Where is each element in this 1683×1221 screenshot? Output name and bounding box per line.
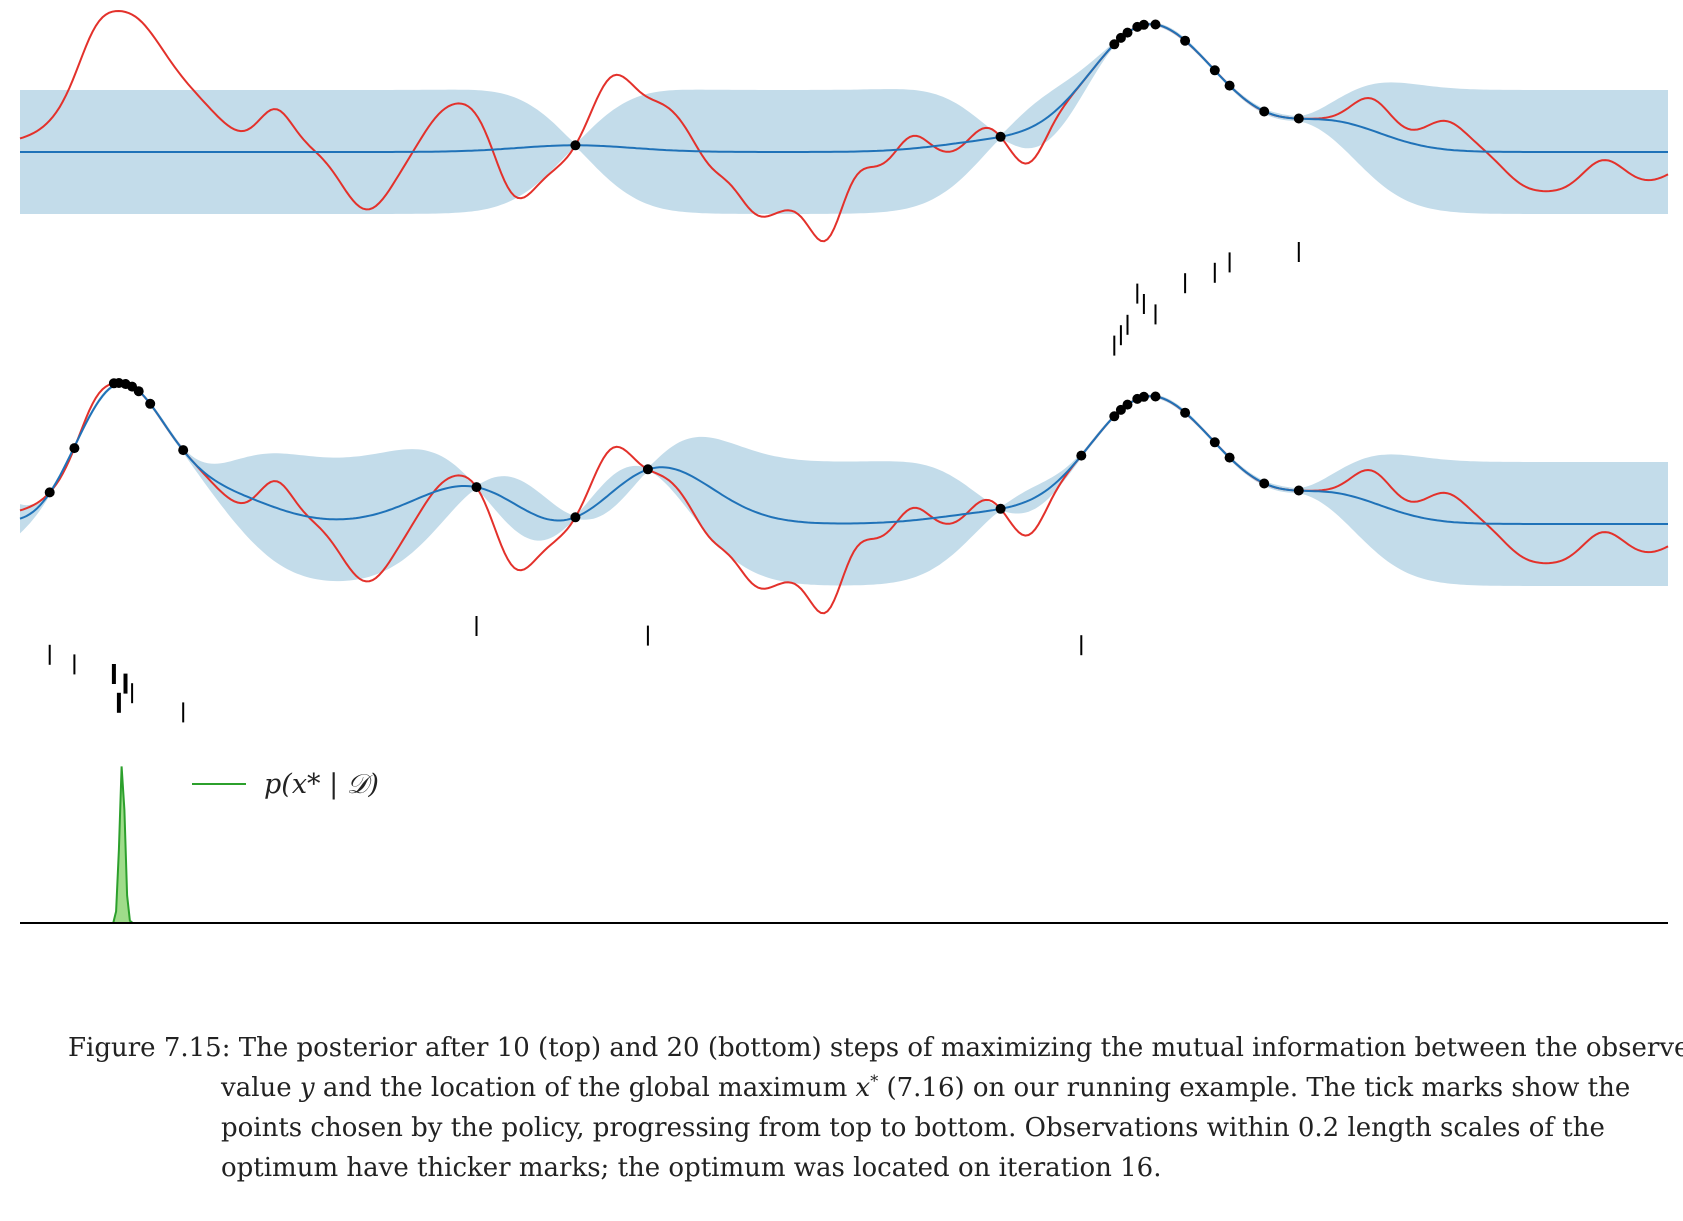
observation-point: [1259, 478, 1270, 489]
observation-point: [1109, 411, 1120, 422]
caption-sup: *: [870, 1071, 879, 1091]
caption-text-2a: value: [221, 1073, 300, 1103]
bottom-credible-band: [20, 381, 1668, 586]
observation-point: [1138, 19, 1149, 30]
observation-point: [1150, 391, 1161, 402]
bottom-posterior-panel: [19, 378, 1669, 615]
caption-var-x: x: [855, 1073, 871, 1103]
caption-text-1: The posterior after 10 (top) and 20 (bot…: [238, 1033, 1683, 1063]
caption-line-1: Figure 7.15: The posterior after 10 (top…: [68, 1028, 1683, 1068]
observation-point: [1180, 35, 1191, 46]
caption-label: Figure 7.15:: [68, 1033, 231, 1063]
observation-point: [995, 503, 1006, 514]
observation-point: [145, 398, 156, 409]
figure-caption: Figure 7.15: The posterior after 10 (top…: [68, 1028, 1683, 1188]
caption-line-4: optimum have thicker marks; the optimum …: [68, 1148, 1628, 1188]
observation-point: [1259, 106, 1270, 117]
caption-line-2: value y and the location of the global m…: [68, 1068, 1631, 1108]
observation-point: [570, 140, 581, 151]
observation-point: [471, 482, 482, 493]
caption-text-2b: and the location of the global maximum: [314, 1073, 856, 1103]
observation-point: [1209, 65, 1220, 76]
caption-text-3: points chosen by the policy, progressing…: [221, 1113, 1605, 1143]
density-panel: p(x* | 𝒟): [20, 766, 1668, 924]
top-posterior-panel: [19, 9, 1669, 243]
policy-ticks-bottom: [48, 616, 1083, 723]
caption-line-3: points chosen by the policy, progressing…: [68, 1108, 1628, 1148]
observation-point: [133, 386, 144, 397]
observation-point: [1076, 450, 1087, 461]
caption-text-4: optimum have thicker marks; the optimum …: [221, 1153, 1162, 1183]
bottom-objective-curve: [19, 381, 1669, 615]
observation-point: [44, 487, 55, 498]
top-credible-band: [20, 22, 1668, 214]
observation-point: [1293, 485, 1304, 496]
figure: p(x* | 𝒟): [19, 9, 1669, 924]
observation-point: [1224, 80, 1235, 91]
observation-point: [570, 512, 581, 523]
observation-point: [1109, 39, 1120, 50]
observation-point: [1138, 391, 1149, 402]
bottom-posterior-mean: [19, 382, 1668, 525]
observation-point: [1224, 452, 1235, 463]
caption-var-y: y: [299, 1073, 315, 1103]
observation-point: [69, 443, 80, 454]
observation-point: [1180, 407, 1191, 418]
observation-point: [1122, 399, 1133, 410]
caption-text-2c: (7.16) on our running example. The tick …: [878, 1073, 1631, 1103]
top-observations: [570, 19, 1304, 151]
bottom-observations: [44, 378, 1304, 523]
top-posterior-mean: [20, 23, 1668, 153]
top-objective-curve: [19, 9, 1669, 243]
observation-point: [1293, 113, 1304, 124]
observation-point: [1122, 27, 1133, 38]
policy-ticks-top: [1113, 242, 1300, 356]
observation-point: [178, 445, 189, 456]
observation-point: [642, 464, 653, 475]
observation-point: [1150, 19, 1161, 30]
legend-label: p(x* | 𝒟): [264, 769, 379, 800]
observation-point: [995, 131, 1006, 142]
observation-point: [1209, 437, 1220, 448]
